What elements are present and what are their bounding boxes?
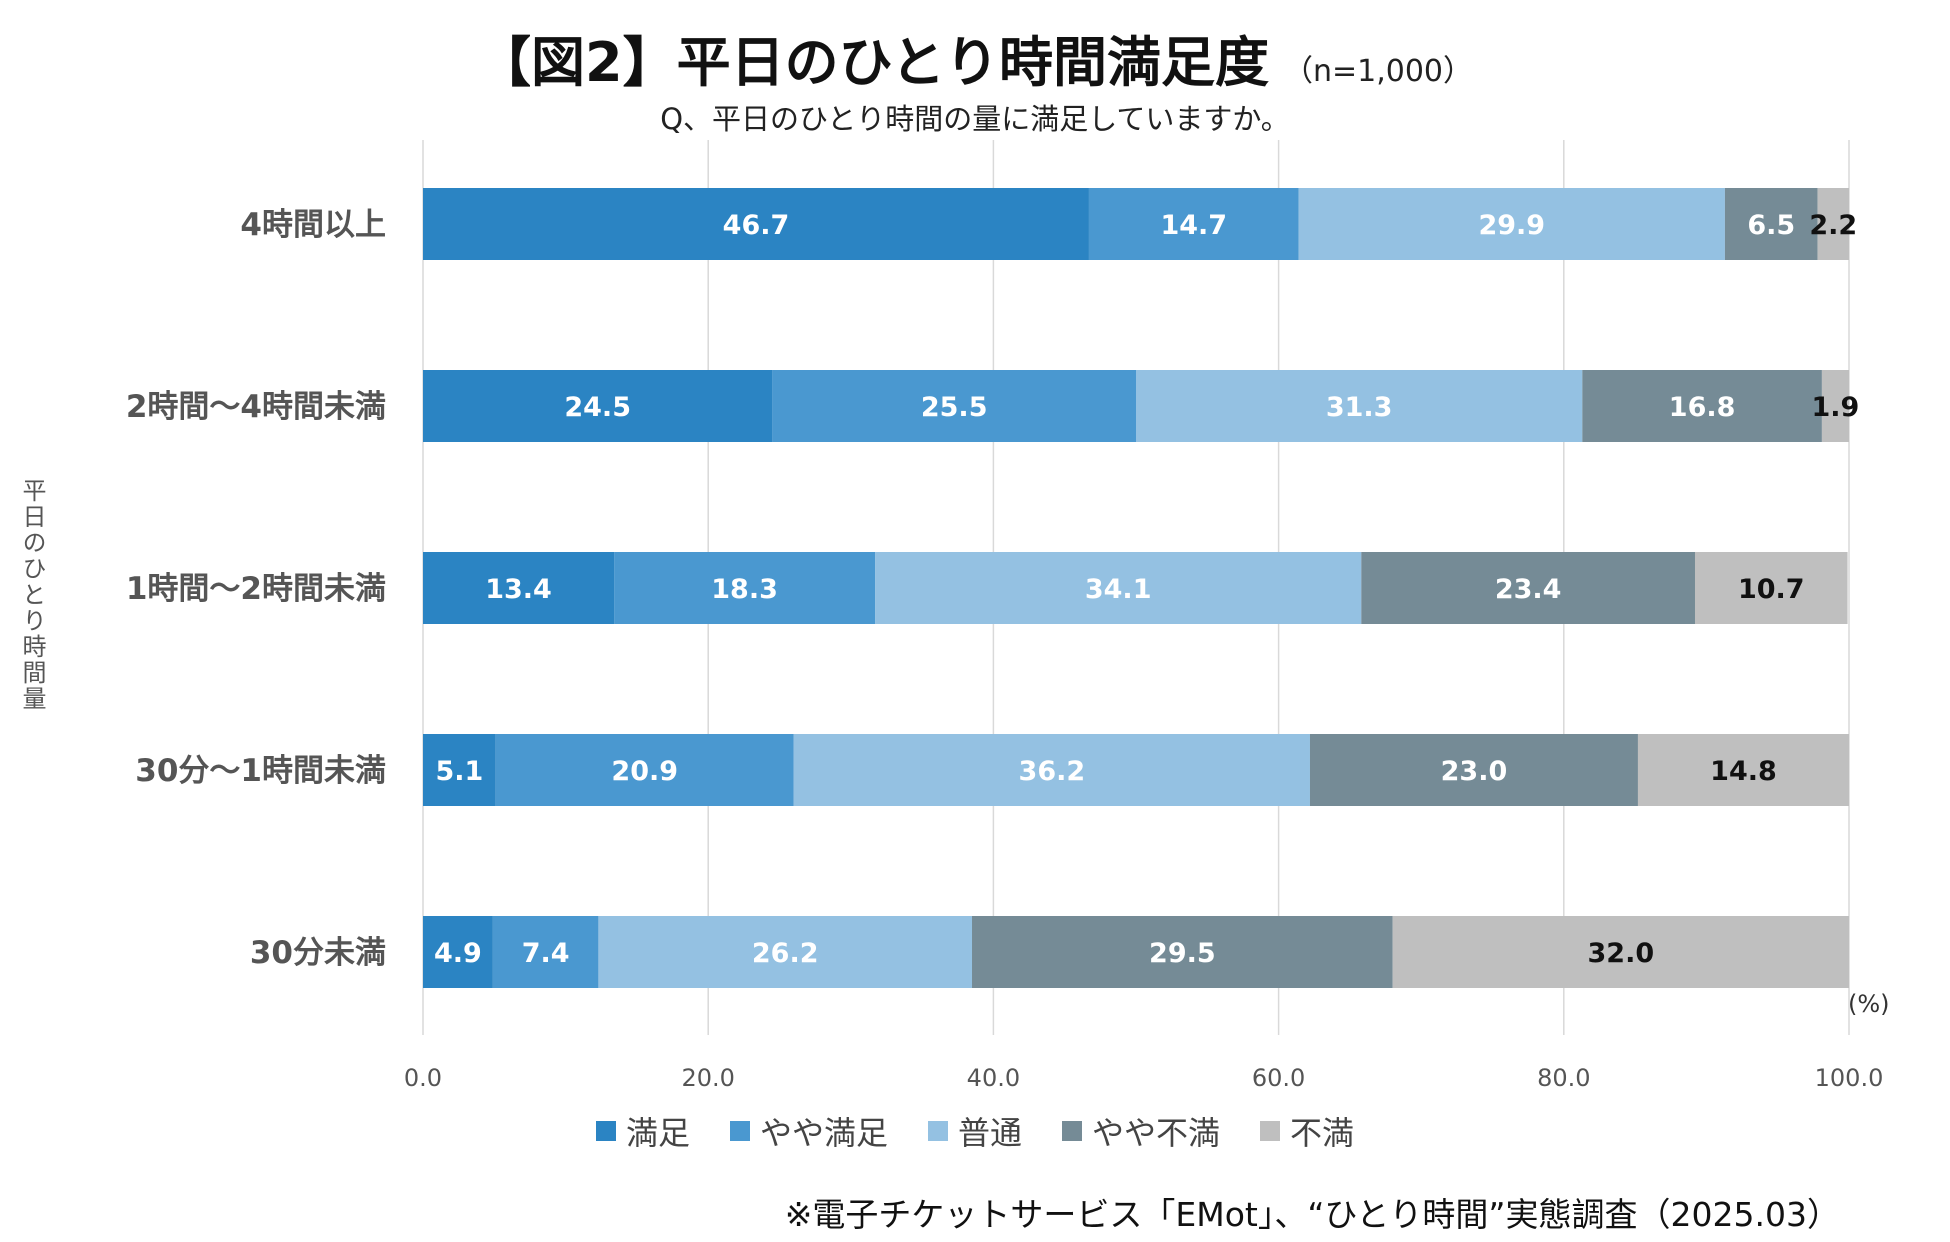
bar-segment: [972, 916, 1393, 988]
data-label: 34.1: [1085, 574, 1152, 605]
bar-segment: [1392, 916, 1849, 988]
bar-segment: [423, 188, 1089, 260]
data-label: 32.0: [1588, 938, 1655, 969]
bar-segment: [1136, 370, 1583, 442]
y-axis-title: 平日のひとり時間量: [18, 478, 46, 712]
category-label: 4時間以上: [240, 207, 386, 243]
legend-swatch: [729, 1121, 750, 1141]
bar-segment: [423, 370, 773, 442]
bar-segment: [1361, 552, 1695, 624]
data-label: 23.4: [1495, 574, 1562, 605]
sample-size: （n=1,000）: [1282, 54, 1473, 89]
data-label: 29.5: [1149, 938, 1216, 969]
data-label: 4.9: [434, 938, 482, 969]
bar-segment: [1309, 734, 1638, 806]
legend-label: 不満: [1290, 1114, 1355, 1152]
legend-swatch: [1062, 1121, 1082, 1141]
bar-segment: [614, 552, 876, 624]
legend-label: やや満足: [759, 1114, 888, 1152]
legend-label: 普通: [957, 1114, 1022, 1152]
legend-swatch: [1260, 1121, 1281, 1141]
data-label: 20.9: [611, 756, 678, 787]
bar-segment: [423, 916, 493, 988]
data-label: 7.4: [522, 938, 570, 969]
data-label: 13.4: [485, 574, 552, 605]
x-tick-label: 20.0: [681, 1064, 734, 1092]
bar-segment: [1298, 188, 1725, 260]
x-tick-label: 100.0: [1815, 1064, 1884, 1092]
bar-segment: [772, 370, 1136, 442]
bar-segment: [793, 734, 1310, 806]
data-label: 14.8: [1710, 756, 1777, 787]
bar-segment: [875, 552, 1362, 624]
category-label: 30分〜1時間未満: [135, 753, 386, 789]
bar-segment: [1694, 552, 1848, 624]
x-axis-unit: (%): [1848, 990, 1890, 1018]
data-label: 10.7: [1738, 574, 1805, 605]
data-label: 16.8: [1669, 392, 1736, 423]
data-label: 6.5: [1747, 210, 1795, 241]
bar-segment: [492, 916, 599, 988]
x-tick-label: 80.0: [1537, 1064, 1590, 1092]
bar-segment: [423, 552, 615, 624]
bar-segment: [1582, 370, 1822, 442]
data-label: 14.7: [1160, 210, 1227, 241]
bar-segment: [598, 916, 973, 988]
legend-item: 満足: [595, 1108, 690, 1154]
source-note: ※電子チケットサービス「EMot」、“ひとり時間”実態調査（2025.03）: [784, 1195, 1840, 1234]
chart-title-block: 【図2】平日のひとり時間満足度 （n=1,000）: [0, 18, 1950, 97]
legend-item: 不満: [1260, 1108, 1354, 1154]
data-label: 26.2: [752, 938, 819, 969]
legend-item: 普通: [927, 1108, 1022, 1154]
legend: 満足 やや満足 普通 やや不満 不満: [0, 1108, 1950, 1154]
data-label: 2.2: [1809, 210, 1857, 241]
data-label: 36.2: [1019, 756, 1086, 787]
data-label: 23.0: [1441, 756, 1508, 787]
bar-segment: [1637, 734, 1849, 806]
data-label: 5.1: [435, 756, 483, 787]
category-label: 2時間〜4時間未満: [126, 389, 386, 425]
category-label: 1時間〜2時間未満: [126, 571, 386, 607]
legend-label: やや不満: [1092, 1114, 1221, 1152]
x-tick-label: 0.0: [404, 1064, 442, 1092]
bar-segment: [1088, 188, 1299, 260]
x-tick-label: 40.0: [967, 1064, 1020, 1092]
category-label: 30分未満: [250, 935, 386, 971]
bar-segment: [1817, 188, 1849, 260]
data-label: 29.9: [1478, 210, 1545, 241]
chart-title: 【図2】平日のひとり時間満足度: [477, 31, 1269, 94]
data-label: 31.3: [1326, 392, 1393, 423]
data-label: 18.3: [711, 574, 778, 605]
data-label: 1.9: [1812, 392, 1860, 423]
bar-segment: [423, 734, 496, 806]
x-tick-label: 60.0: [1252, 1064, 1305, 1092]
data-label: 24.5: [564, 392, 631, 423]
bar-segment: [1821, 370, 1849, 442]
legend-item: やや満足: [729, 1108, 888, 1154]
bar-segment: [1724, 188, 1818, 260]
data-label: 25.5: [921, 392, 988, 423]
legend-swatch: [595, 1121, 616, 1141]
data-label: 46.7: [723, 210, 790, 241]
legend-item: やや不満: [1062, 1108, 1220, 1154]
legend-label: 満足: [625, 1114, 690, 1152]
legend-swatch: [927, 1121, 948, 1141]
chart-subtitle: Q、平日のひとり時間の量に満足していますか。: [660, 102, 1290, 136]
bar-segment: [495, 734, 794, 806]
stacked-bar-chart: 0.0 20.0 40.0 60.0 80.0 100.0 4時間以上 2時間〜4時間未満 1時…: [126, 140, 1884, 1092]
